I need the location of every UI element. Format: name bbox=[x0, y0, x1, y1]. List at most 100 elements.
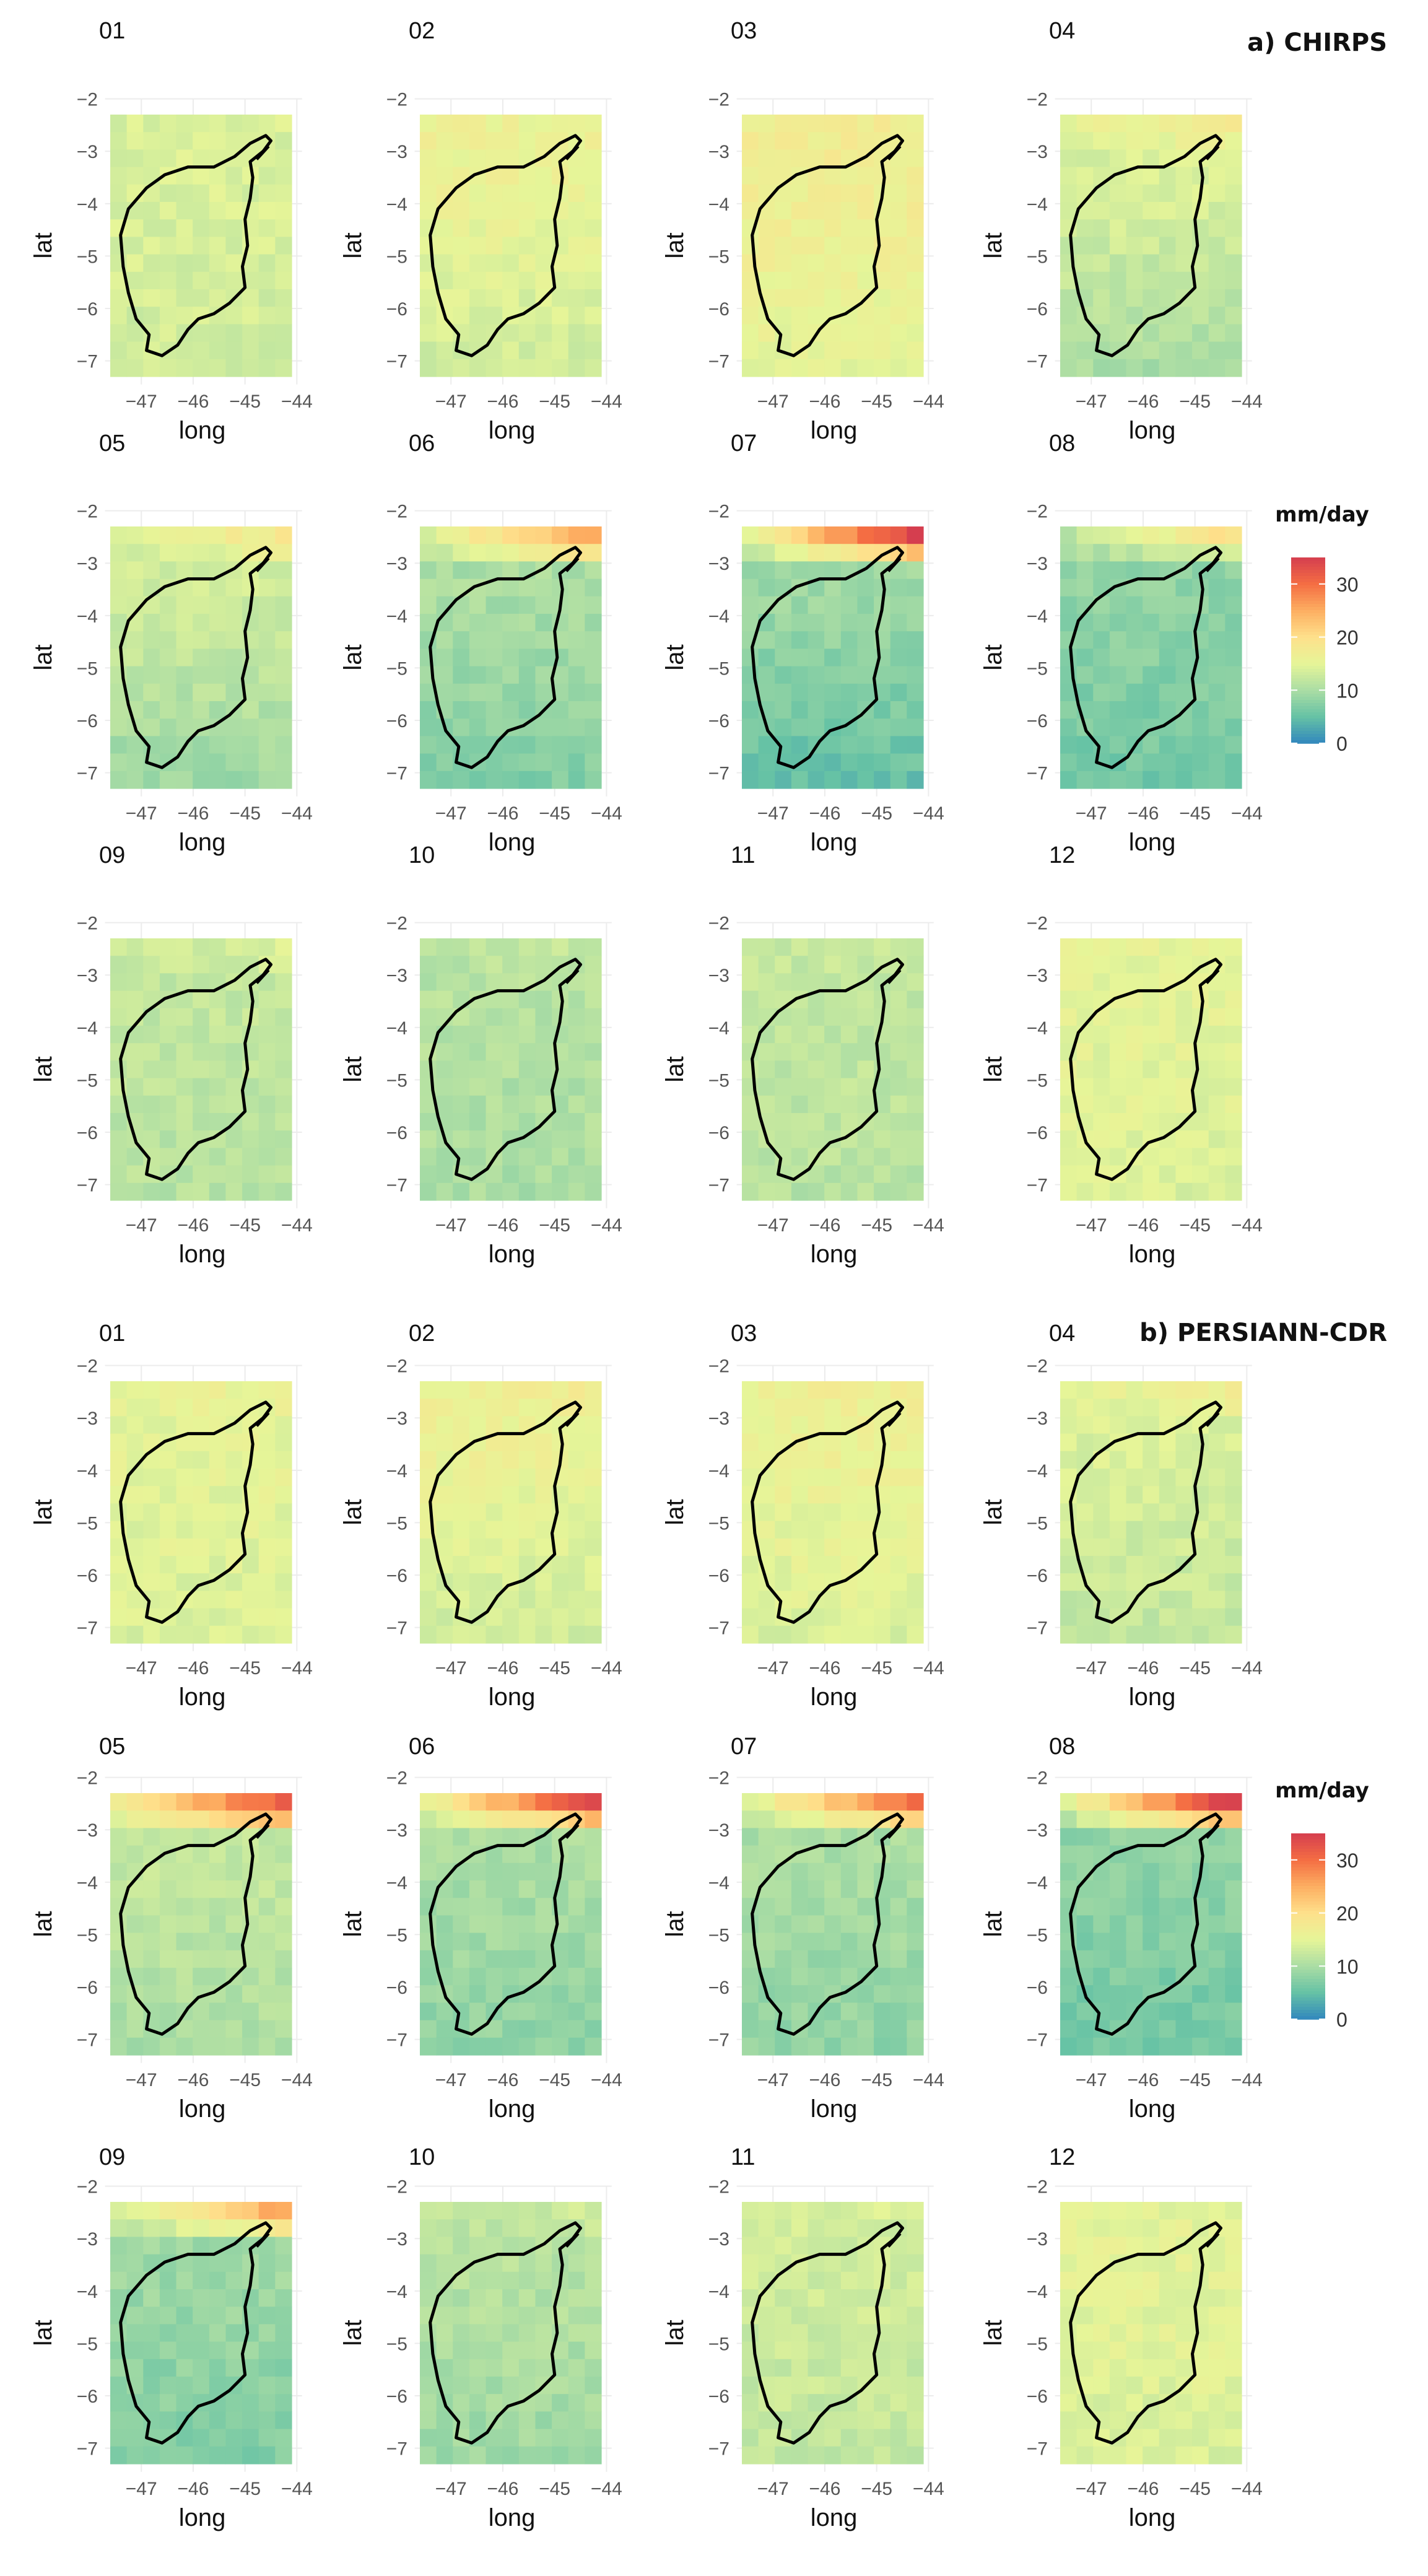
heatmap-cell bbox=[110, 1113, 128, 1131]
heatmap-cell bbox=[840, 753, 858, 772]
heatmap-cell bbox=[840, 683, 858, 702]
heatmap-cell bbox=[1225, 1915, 1242, 1934]
heatmap-cell bbox=[1126, 1026, 1143, 1044]
heatmap-cell bbox=[143, 1591, 160, 1609]
heatmap-cell bbox=[469, 1810, 487, 1828]
x-tick-label: −45 bbox=[1179, 803, 1211, 824]
heatmap-cell bbox=[535, 526, 552, 544]
heatmap-cell bbox=[535, 2411, 552, 2430]
heatmap-cell bbox=[874, 526, 891, 544]
heatmap-cell bbox=[1143, 990, 1160, 1009]
heatmap-cell bbox=[535, 202, 552, 220]
heatmap-cell bbox=[775, 1078, 792, 1096]
heatmap-cell bbox=[1208, 648, 1226, 667]
panel-label: 06 bbox=[409, 1734, 435, 1760]
heatmap-cell bbox=[469, 1026, 487, 1044]
heatmap-cell bbox=[1175, 341, 1193, 360]
heatmap-cell bbox=[275, 1950, 292, 1968]
x-tick-label: −46 bbox=[177, 1658, 209, 1679]
heatmap-cell bbox=[275, 1043, 292, 1061]
heatmap-cell bbox=[159, 1950, 177, 1968]
heatmap-cell bbox=[840, 2324, 858, 2342]
heatmap-cell bbox=[808, 1521, 825, 1539]
heatmap-cell bbox=[502, 237, 520, 255]
basin-outline bbox=[1069, 958, 1222, 1181]
estuary-mark bbox=[886, 556, 902, 572]
heatmap-cell bbox=[1175, 324, 1193, 343]
x-tick-label: −45 bbox=[1179, 1215, 1211, 1236]
heatmap-cell bbox=[242, 1165, 259, 1184]
heatmap-cell bbox=[518, 289, 536, 307]
heatmap-cell bbox=[758, 561, 775, 580]
heatmap-cell bbox=[126, 132, 144, 150]
heatmap-cell bbox=[857, 718, 874, 736]
x-tick-label: −46 bbox=[809, 2070, 840, 2090]
heatmap-cell bbox=[1076, 1950, 1094, 1968]
y-tick-label: −5 bbox=[708, 1513, 729, 1534]
heatmap-cell bbox=[857, 683, 874, 702]
heatmap-cell bbox=[420, 1399, 437, 1417]
heatmap-cell bbox=[1208, 2359, 1226, 2377]
heatmap-cell bbox=[1109, 718, 1127, 736]
heatmap-cell bbox=[1060, 1469, 1078, 1487]
heatmap-cell bbox=[1109, 115, 1127, 133]
heatmap-cell bbox=[874, 359, 891, 377]
heatmap-cell bbox=[485, 271, 503, 290]
heatmap-cell bbox=[258, 184, 276, 203]
y-tick-label: −3 bbox=[708, 966, 729, 986]
heatmap-cell bbox=[585, 1915, 602, 1934]
heatmap-cell bbox=[824, 956, 842, 974]
heatmap-cell bbox=[1143, 701, 1160, 719]
heatmap-cell bbox=[907, 1113, 924, 1131]
heatmap-cell bbox=[907, 1078, 924, 1096]
heatmap-cell bbox=[1093, 289, 1110, 307]
heatmap-cell bbox=[126, 2411, 144, 2430]
y-tick-label: −5 bbox=[386, 658, 407, 679]
heatmap-cell bbox=[275, 167, 292, 185]
heatmap-cell bbox=[775, 1182, 792, 1201]
heatmap-cell bbox=[907, 771, 924, 789]
heatmap-cell bbox=[1093, 544, 1110, 562]
heatmap-cell bbox=[518, 2411, 536, 2430]
heatmap-cell bbox=[1060, 956, 1078, 974]
heatmap-cell bbox=[518, 1165, 536, 1184]
y-tick-label: −3 bbox=[386, 2229, 407, 2250]
heatmap-cell bbox=[176, 1503, 193, 1522]
heatmap-cell bbox=[1225, 307, 1242, 325]
heatmap-cell bbox=[176, 1862, 193, 1881]
heatmap-cell bbox=[824, 2219, 842, 2237]
heatmap-cell bbox=[209, 938, 227, 956]
heatmap-cell bbox=[890, 2020, 907, 2038]
heatmap-cell bbox=[1175, 544, 1193, 562]
heatmap-cell bbox=[1208, 1538, 1226, 1557]
heatmap-cell bbox=[225, 2271, 243, 2290]
heatmap-cell bbox=[110, 1810, 128, 1828]
heatmap-cell bbox=[1208, 2254, 1226, 2273]
heatmap-cell bbox=[742, 2202, 759, 2220]
heatmap-cell bbox=[1159, 271, 1177, 290]
heatmap-cell bbox=[258, 1113, 276, 1131]
heatmap-cell bbox=[585, 1793, 602, 1811]
heatmap-cell bbox=[225, 1026, 243, 1044]
heatmap-cell bbox=[143, 2289, 160, 2307]
heatmap-cell bbox=[824, 614, 842, 632]
heatmap-cell bbox=[1175, 1793, 1193, 1811]
heatmap-cell bbox=[1175, 2202, 1193, 2220]
heatmap-cell bbox=[1208, 202, 1226, 220]
heatmap-cell bbox=[742, 2271, 759, 2290]
heatmap-cell bbox=[1225, 938, 1242, 956]
heatmap-cell bbox=[1060, 579, 1078, 597]
heatmap-cell bbox=[193, 167, 210, 185]
panel-label: 10 bbox=[409, 2144, 435, 2170]
heatmap-cell bbox=[857, 544, 874, 562]
heatmap-cell bbox=[1126, 1828, 1143, 1846]
heatmap-cell bbox=[775, 2411, 792, 2430]
y-tick-label: −4 bbox=[708, 1461, 729, 1482]
heatmap-cell bbox=[225, 2341, 243, 2360]
heatmap-cell bbox=[1093, 1503, 1110, 1522]
heatmap-cell bbox=[535, 2341, 552, 2360]
heatmap-cell bbox=[1208, 1521, 1226, 1539]
heatmap-cell bbox=[176, 614, 193, 632]
heatmap-cell bbox=[453, 1573, 470, 1591]
